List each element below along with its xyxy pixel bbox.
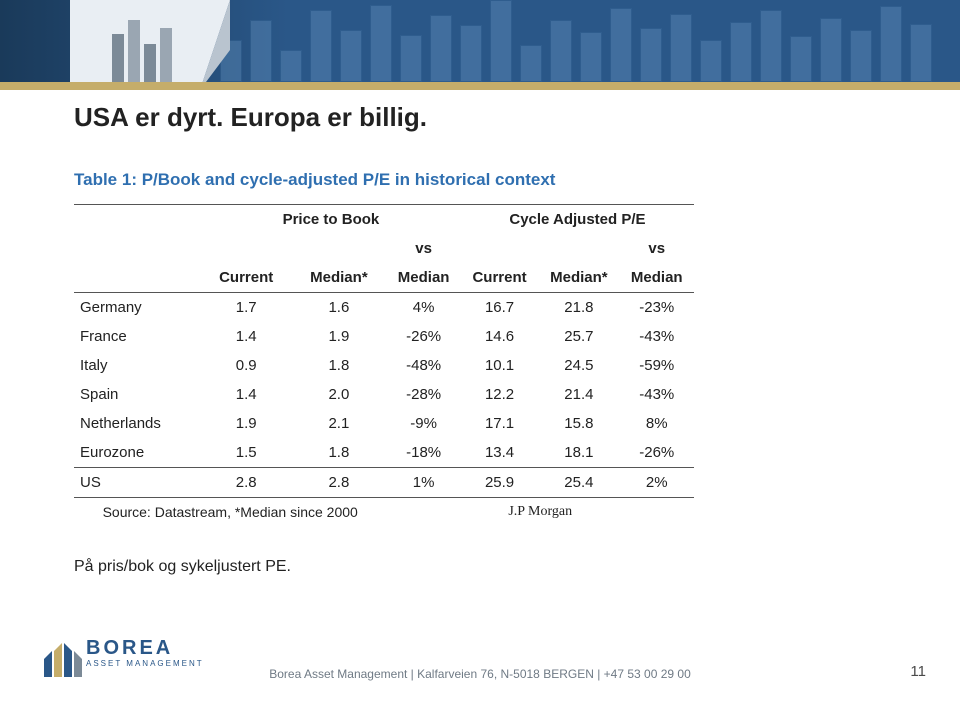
row-label: Spain [74,380,201,409]
cell-value: 1.6 [291,293,386,323]
footer: BOREA ASSET MANAGEMENT Borea Asset Manag… [0,649,960,693]
table-row: Spain1.42.0-28%12.221.4-43% [74,380,694,409]
cell-value: 2% [620,468,695,498]
col-pe-median: Median* [538,263,619,293]
row-label: Eurozone [74,438,201,468]
table-group-header-row: Price to Book Cycle Adjusted P/E [74,205,694,235]
cell-value: 18.1 [538,438,619,468]
col-pe-current: Current [461,263,538,293]
table-row: US2.82.81%25.925.42% [74,468,694,498]
cell-value: -26% [620,438,695,468]
cell-value: 1.4 [201,380,291,409]
cell-value: 14.6 [461,322,538,351]
table-container: Table 1: P/Book and cycle-adjusted P/E i… [74,170,694,526]
banner-wedge-icon [70,0,230,82]
cell-value: 2.0 [291,380,386,409]
table-attribution: J.P Morgan [386,498,694,527]
cell-value: -28% [386,380,460,409]
caption-text: På pris/bok og sykeljustert PE. [74,558,291,576]
col-pb-current: Current [201,263,291,293]
cell-value: 12.2 [461,380,538,409]
table-subheader-row-2: Current Median* Median Current Median* M… [74,263,694,293]
cell-value: 15.8 [538,409,619,438]
banner-chart-bg [220,0,960,82]
row-label: France [74,322,201,351]
cell-value: 0.9 [201,351,291,380]
cell-value: 21.8 [538,293,619,323]
col-pb-median: Median* [291,263,386,293]
cell-value: 1.8 [291,438,386,468]
row-label: Netherlands [74,409,201,438]
cell-value: 24.5 [538,351,619,380]
table-row: Germany1.71.64%16.721.8-23% [74,293,694,323]
cell-value: 1.9 [291,322,386,351]
group-header-pb: Price to Book [201,205,461,235]
cell-value: 1.8 [291,351,386,380]
table-row: Eurozone1.51.8-18%13.418.1-26% [74,438,694,468]
slide-title: USA er dyrt. Europa er billig. [74,102,427,133]
cell-value: 2.8 [291,468,386,498]
page-number: 11 [910,663,926,680]
col-pe-vs: Median [620,263,695,293]
cell-value: 25.7 [538,322,619,351]
cell-value: 1.4 [201,322,291,351]
subheader-vs-2: vs [620,234,695,263]
cell-value: 16.7 [461,293,538,323]
cell-value: 8% [620,409,695,438]
cell-value: 25.9 [461,468,538,498]
header-banner [0,0,960,82]
cell-value: -48% [386,351,460,380]
table-row: Italy0.91.8-48%10.124.5-59% [74,351,694,380]
row-label: US [74,468,201,498]
data-table: Price to Book Cycle Adjusted P/E vs vs C… [74,204,694,526]
table-row: Netherlands1.92.1-9%17.115.88% [74,409,694,438]
cell-value: 13.4 [461,438,538,468]
subheader-vs-1: vs [386,234,460,263]
cell-value: 21.4 [538,380,619,409]
cell-value: -26% [386,322,460,351]
cell-value: -23% [620,293,695,323]
cell-value: 1.9 [201,409,291,438]
group-header-pe: Cycle Adjusted P/E [461,205,694,235]
cell-value: -43% [620,380,695,409]
cell-value: 25.4 [538,468,619,498]
cell-value: -18% [386,438,460,468]
row-label: Germany [74,293,201,323]
table-title: Table 1: P/Book and cycle-adjusted P/E i… [74,170,694,190]
table-row: France1.41.9-26%14.625.7-43% [74,322,694,351]
cell-value: 2.8 [201,468,291,498]
table-source: Source: Datastream, *Median since 2000 [74,498,386,527]
row-label: Italy [74,351,201,380]
cell-value: 17.1 [461,409,538,438]
cell-value: 1.5 [201,438,291,468]
cell-value: 1% [386,468,460,498]
col-blank [74,263,201,293]
cell-value: -9% [386,409,460,438]
cell-value: -43% [620,322,695,351]
cell-value: 10.1 [461,351,538,380]
cell-value: 1.7 [201,293,291,323]
cell-value: -59% [620,351,695,380]
footer-text: Borea Asset Management | Kalfarveien 76,… [0,667,960,681]
cell-value: 2.1 [291,409,386,438]
col-pb-vs: Median [386,263,460,293]
accent-stripe [0,82,960,90]
table-source-row: Source: Datastream, *Median since 2000 J… [74,498,694,527]
cell-value: 4% [386,293,460,323]
logo-name: BOREA [86,637,173,660]
table-subheader-row-1: vs vs [74,234,694,263]
